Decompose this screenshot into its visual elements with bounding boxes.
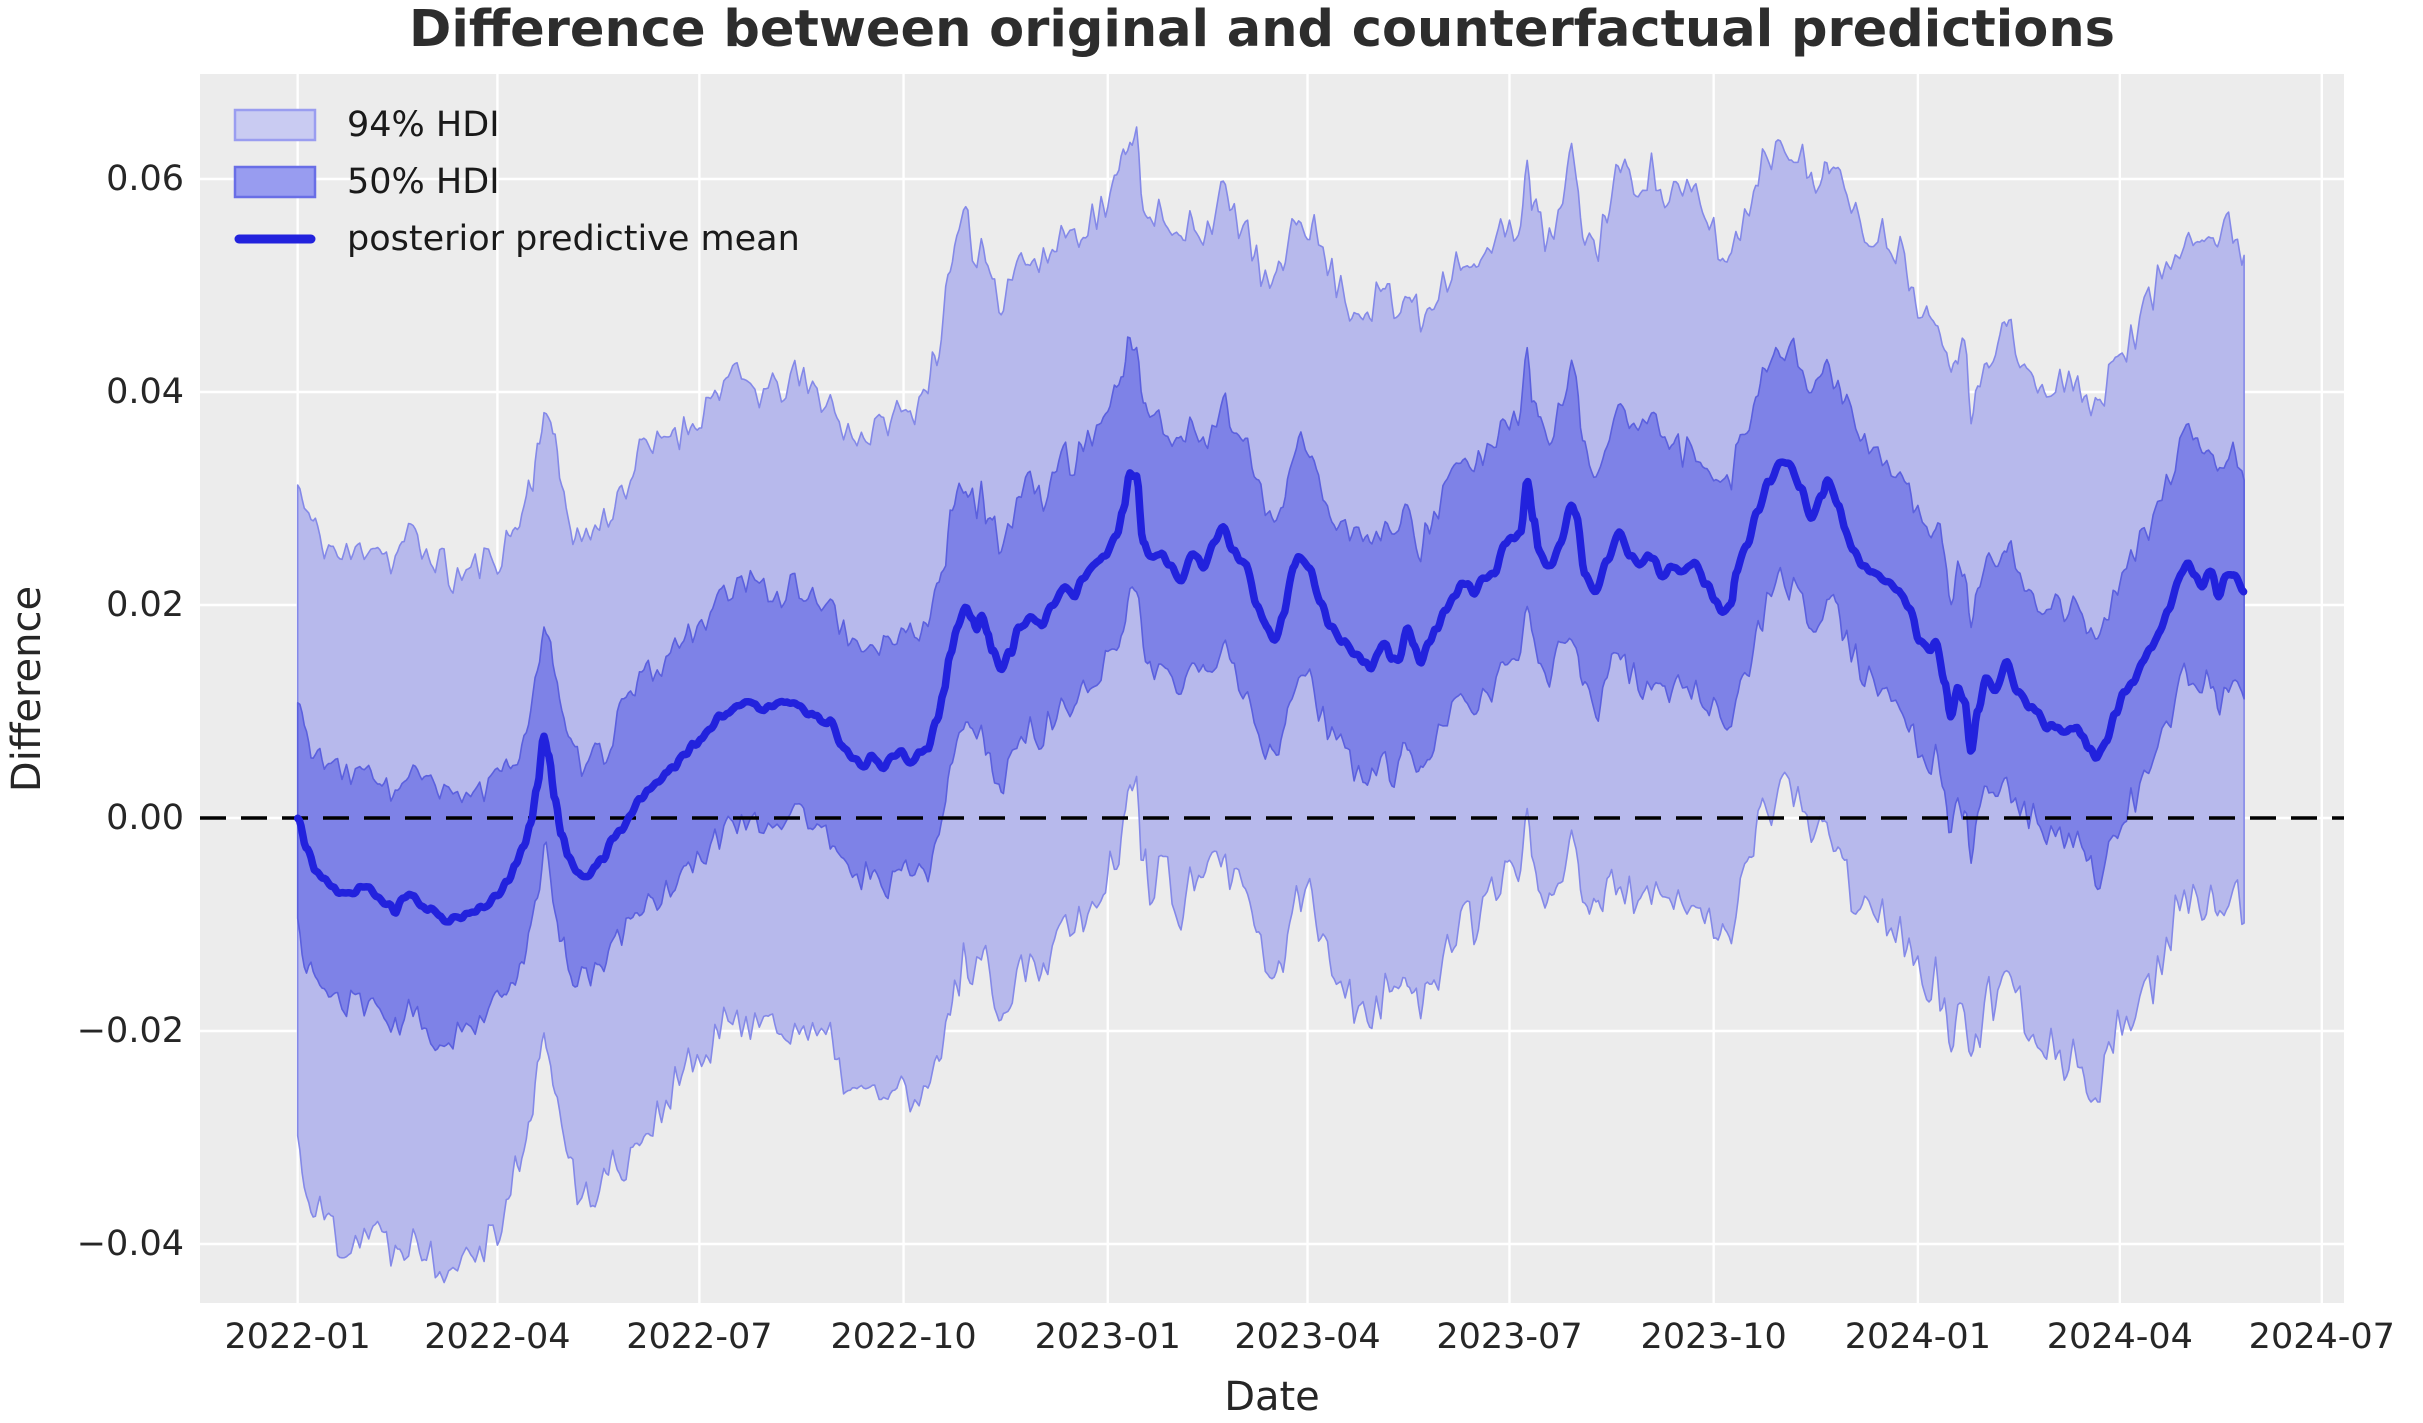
legend-label-94-hdi: 94% HDI xyxy=(347,105,500,145)
x-tick-label: 2023-04 xyxy=(1234,1317,1380,1357)
y-axis-label: Difference xyxy=(4,586,50,792)
x-tick-label: 2023-07 xyxy=(1436,1317,1582,1357)
chart-title: Difference between original and counterf… xyxy=(409,0,2115,59)
y-tick-label: −0.02 xyxy=(77,1011,184,1051)
y-tick-label: −0.04 xyxy=(77,1224,184,1264)
legend: 94% HDI 50% HDI posterior predictive mea… xyxy=(233,105,800,259)
x-tick-label: 2024-01 xyxy=(1845,1317,1991,1357)
y-tick-label: 0.00 xyxy=(106,798,184,838)
y-tick-label: 0.04 xyxy=(106,372,184,412)
x-tick-label: 2024-04 xyxy=(2047,1317,2193,1357)
x-tick-label: 2024-07 xyxy=(2249,1317,2395,1357)
x-tick-label: 2022-07 xyxy=(626,1317,772,1357)
legend-label-50-hdi: 50% HDI xyxy=(347,162,500,202)
x-tick-label: 2022-04 xyxy=(424,1317,570,1357)
y-tick-label: 0.06 xyxy=(106,159,184,199)
tick-labels-layer: 2022-01 2022-04 2022-07 2022-10 2023-01 2023-… xyxy=(77,159,2395,1357)
x-axis-label: Date xyxy=(1224,1374,1320,1420)
posterior-predictive-mean-line xyxy=(293,458,2248,926)
legend-patch-94-hdi xyxy=(233,108,317,142)
legend-label-posterior-mean: posterior predictive mean xyxy=(347,219,800,259)
x-tick-label: 2022-01 xyxy=(225,1317,371,1357)
x-tick-label: 2023-01 xyxy=(1035,1317,1181,1357)
x-tick-label: 2023-10 xyxy=(1641,1317,1787,1357)
series-layer xyxy=(200,126,2344,1284)
y-tick-label: 0.02 xyxy=(106,585,184,625)
x-tick-label: 2022-10 xyxy=(830,1317,976,1357)
legend-patch-50-hdi xyxy=(233,165,317,199)
